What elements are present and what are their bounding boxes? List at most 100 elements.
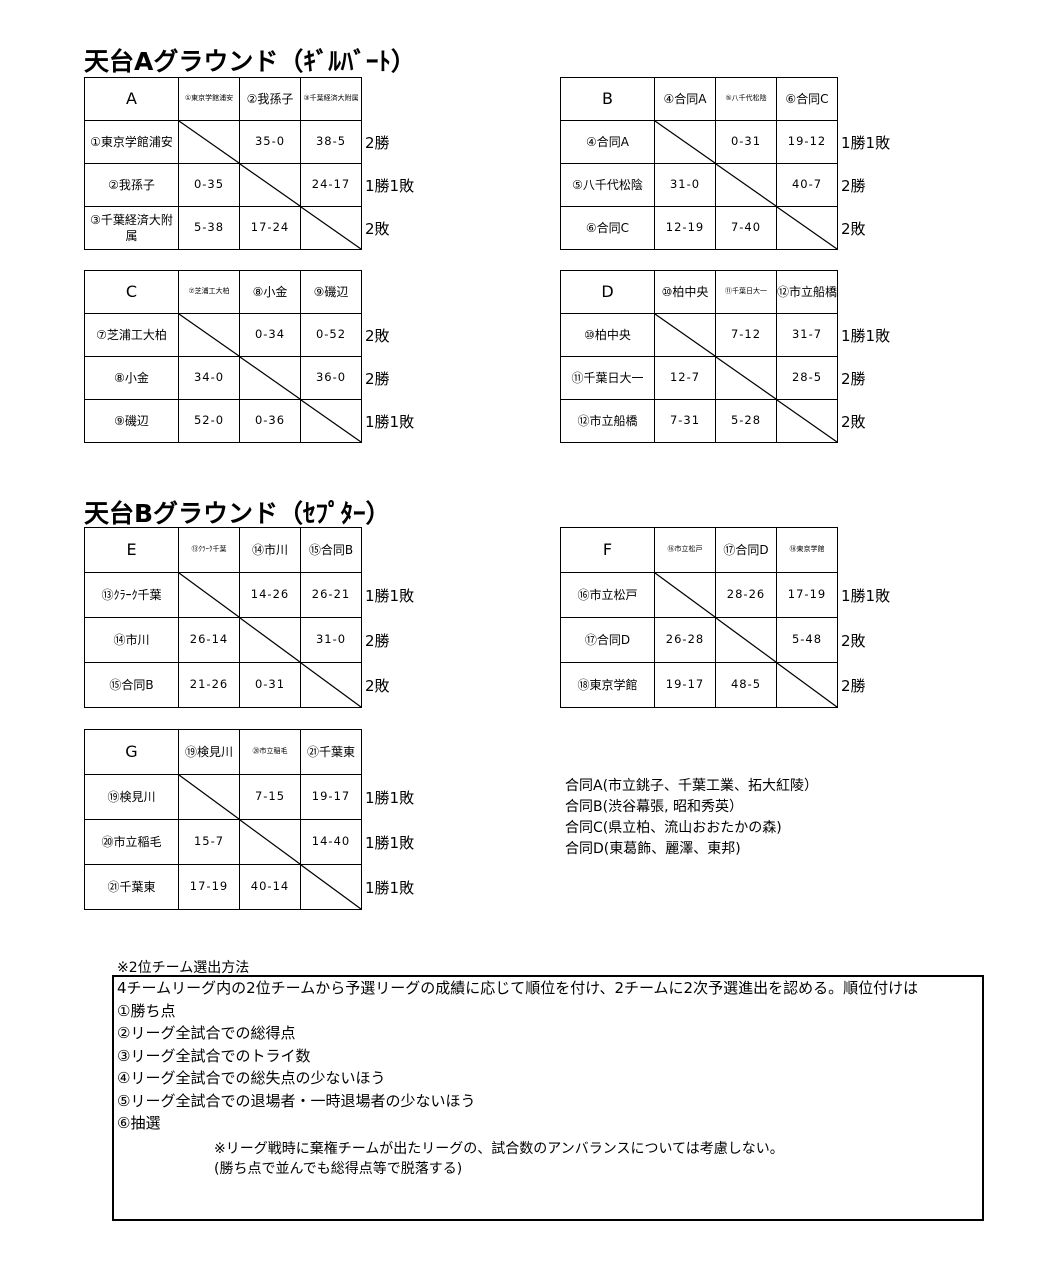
team-header: ⑰合同D <box>715 527 777 573</box>
diagonal-slash <box>777 663 837 707</box>
team-header: ⑦芝浦工大柏 <box>178 270 240 314</box>
row-team-name: ⑩柏中央 <box>560 313 655 357</box>
result-label: 1勝1敗 <box>365 412 415 431</box>
rule-item: ①勝ち点 <box>117 1001 176 1020</box>
league-table: A ①東京学館浦安 ②我孫子 ③千葉経済大附属 ①東京学館浦安 35-0 38-5 ②我孫子 0… <box>84 77 362 250</box>
diagonal-slash <box>716 618 776 662</box>
diagonal-slash <box>777 400 837 442</box>
score-cell: 28-26 <box>715 572 777 618</box>
score-cell: 17-19 <box>178 864 240 910</box>
table-row: ⑮合同B 21-26 0-31 <box>84 662 362 708</box>
diagonal-cell <box>776 399 838 443</box>
score-cell: 0-35 <box>178 163 240 207</box>
rule-item: ⑥抽選 <box>117 1114 161 1132</box>
diagonal-slash <box>655 121 715 163</box>
row-team-name: ③千葉経済大附属 <box>84 206 179 250</box>
diagonal-slash <box>655 314 715 356</box>
result-label: 2敗 <box>841 631 866 650</box>
score-cell: 0-31 <box>715 120 777 164</box>
diagonal-cell <box>178 774 240 820</box>
table-row: ⑱東京学館 19-17 48-5 <box>560 662 838 708</box>
table-row: ⑪千葉日大一 12-7 28-5 <box>560 356 838 400</box>
row-team-name: ⑲検見川 <box>84 774 179 820</box>
result-label: 2勝 <box>365 133 390 152</box>
diagonal-slash <box>301 663 361 707</box>
score-cell: 52-0 <box>178 399 240 443</box>
diagonal-cell <box>654 572 716 618</box>
table-row: ⑩柏中央 7-12 31-7 <box>560 313 838 357</box>
league-label: D <box>560 270 655 314</box>
joint-team-note: 合同D(東葛飾、麗澤、東邦) <box>565 841 741 857</box>
rule-item: ⑤リーグ全試合での退場者・一時退場者の少ないほう <box>117 1091 476 1110</box>
diagonal-cell <box>654 120 716 164</box>
row-team-name: ④合同A <box>560 120 655 164</box>
score-cell: 15-7 <box>178 819 240 865</box>
row-team-name: ⑱東京学館 <box>560 662 655 708</box>
section-title-ground-a: 天台Aグラウンド（ｷﾞﾙﾊﾞｰﾄ） <box>84 47 416 76</box>
table-row: ⑦芝浦工大柏 0-34 0-52 <box>84 313 362 357</box>
result-label: 2勝 <box>365 631 390 650</box>
header-row: G ⑲検見川 ⑳市立稲毛 ㉑千葉東 <box>84 729 362 775</box>
team-header: ④合同A <box>654 77 716 121</box>
diagonal-slash <box>301 865 361 909</box>
rules-footnote: (勝ち点で並んでも総得点等で脱落する) <box>214 1160 463 1177</box>
row-team-name: ⑨磯辺 <box>84 399 179 443</box>
score-cell: 12-7 <box>654 356 716 400</box>
result-label: 1勝1敗 <box>365 176 415 195</box>
rules-intro: 4チームリーグ内の2位チームから予選リーグの成績に応じて順位を付け、2チームに2… <box>117 979 919 997</box>
score-cell: 7-12 <box>715 313 777 357</box>
league-d: D ⑩柏中央 ⑪千葉日大一 ⑫市立船橋 ⑩柏中央 7-12 31-7 ⑪千葉日大一 12-7 28… <box>560 270 838 443</box>
score-cell: 19-12 <box>776 120 838 164</box>
league-table: B ④合同A ⑤八千代松陰 ⑥合同C ④合同A 0-31 19-12 ⑤八千代松陰 31-0 40… <box>560 77 838 250</box>
row-team-name: ㉑千葉東 <box>84 864 179 910</box>
team-header: ⑮合同B <box>300 527 362 573</box>
league-b: B ④合同A ⑤八千代松陰 ⑥合同C ④合同A 0-31 19-12 ⑤八千代松陰 31-0 40… <box>560 77 838 250</box>
result-label: 1勝1敗 <box>365 833 415 852</box>
header-row: E ⑬ｸﾗｰｸ千葉 ⑭市川 ⑮合同B <box>84 527 362 573</box>
diagonal-cell <box>239 819 301 865</box>
diagonal-slash <box>716 357 776 399</box>
score-cell: 7-40 <box>715 206 777 250</box>
score-cell: 0-31 <box>239 662 301 708</box>
table-row: ②我孫子 0-35 24-17 <box>84 163 362 207</box>
team-header: ⑤八千代松陰 <box>715 77 777 121</box>
diagonal-cell <box>300 864 362 910</box>
rules-heading: ※2位チーム選出方法 <box>117 960 250 976</box>
league-label: F <box>560 527 655 573</box>
result-label: 1勝1敗 <box>841 326 891 345</box>
league-e: E ⑬ｸﾗｰｸ千葉 ⑭市川 ⑮合同B ⑬ｸﾗｰｸ千葉 14-26 26-21 ⑭市川 26-14… <box>84 527 362 708</box>
score-cell: 31-0 <box>654 163 716 207</box>
league-table: F ⑯市立松戸 ⑰合同D ⑱東京学館 ⑯市立松戸 28-26 17-19 ⑰合同D 26-28 5… <box>560 527 838 708</box>
score-cell: 24-17 <box>300 163 362 207</box>
diagonal-cell <box>239 356 301 400</box>
team-header: ①東京学館浦安 <box>178 77 240 121</box>
league-table: D ⑩柏中央 ⑪千葉日大一 ⑫市立船橋 ⑩柏中央 7-12 31-7 ⑪千葉日大一 12-7 28… <box>560 270 838 443</box>
row-team-name: ⑬ｸﾗｰｸ千葉 <box>84 572 179 618</box>
diagonal-cell <box>239 617 301 663</box>
diagonal-slash <box>240 820 300 864</box>
team-header: ②我孫子 <box>239 77 301 121</box>
team-header: ⑱東京学館 <box>776 527 838 573</box>
row-team-name: ⑥合同C <box>560 206 655 250</box>
result-label: 2勝 <box>365 369 390 388</box>
diagonal-cell <box>239 163 301 207</box>
header-row: C ⑦芝浦工大柏 ⑧小金 ⑨磯辺 <box>84 270 362 314</box>
header-row: B ④合同A ⑤八千代松陰 ⑥合同C <box>560 77 838 121</box>
diagonal-slash <box>301 400 361 442</box>
league-table: G ⑲検見川 ⑳市立稲毛 ㉑千葉東 ⑲検見川 7-15 19-17 ⑳市立稲毛 15-7 14-4… <box>84 729 362 910</box>
score-cell: 31-0 <box>300 617 362 663</box>
score-cell: 5-48 <box>776 617 838 663</box>
result-label: 1勝1敗 <box>365 788 415 807</box>
league-label: B <box>560 77 655 121</box>
league-label: A <box>84 77 179 121</box>
joint-team-note: 合同B(渋谷幕張, 昭和秀英） <box>565 799 743 815</box>
league-f: F ⑯市立松戸 ⑰合同D ⑱東京学館 ⑯市立松戸 28-26 17-19 ⑰合同D 26-28 5… <box>560 527 838 708</box>
score-cell: 34-0 <box>178 356 240 400</box>
score-cell: 48-5 <box>715 662 777 708</box>
league-label: E <box>84 527 179 573</box>
score-cell: 38-5 <box>300 120 362 164</box>
result-label: 2勝 <box>841 176 866 195</box>
diagonal-slash <box>240 164 300 206</box>
league-label: G <box>84 729 179 775</box>
score-cell: 28-5 <box>776 356 838 400</box>
